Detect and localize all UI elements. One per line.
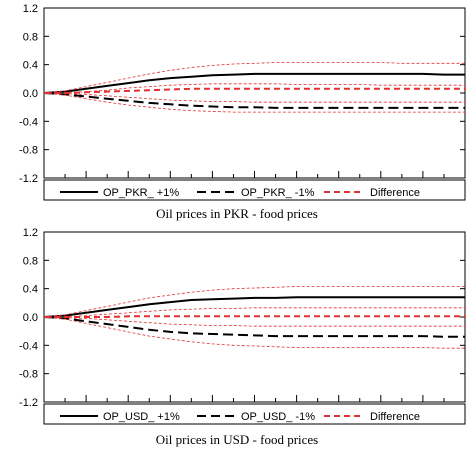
y-tick-label: 0.8	[23, 255, 38, 267]
y-tick-label: 0.8	[23, 31, 38, 43]
series-line	[43, 92, 465, 109]
y-tick-label: 1.2	[23, 227, 38, 239]
series-line	[43, 296, 465, 318]
confidence-band-line	[43, 286, 465, 318]
legend-label-3: Difference	[370, 411, 420, 423]
legend-label-3: Difference	[370, 187, 420, 199]
legend: OP_PKR_ +1% OP_PKR_ -1% Difference	[43, 179, 466, 201]
y-tick-label: -1.2	[19, 173, 38, 185]
y-tick-label: 0.4	[23, 60, 38, 72]
legend-label-2: OP_USD_ -1%	[241, 411, 315, 423]
confidence-band-line	[44, 307, 465, 318]
y-tick-label: -1.2	[19, 397, 38, 409]
y-tick-label: -0.4	[19, 116, 38, 128]
confidence-band-line	[43, 92, 465, 113]
y-tick-label: 0.0	[23, 312, 38, 324]
series-group	[43, 62, 465, 113]
confidence-band-line	[43, 62, 465, 94]
series-line	[43, 316, 465, 338]
legend: OP_USD_ +1% OP_USD_ -1% Difference	[43, 403, 466, 425]
confidence-band-line	[43, 92, 465, 103]
chart-caption: Oil prices in USD - food prices	[156, 432, 318, 447]
confidence-band-line	[44, 83, 465, 94]
series-group	[43, 286, 465, 349]
series-line	[44, 87, 465, 94]
y-axis: 1.2 0.8 0.4 0.0 -0.4 -0.8 -1.2	[19, 227, 465, 409]
series-line	[44, 315, 465, 318]
legend-label-1: OP_USD_ +1%	[103, 411, 180, 423]
legend-frame	[43, 403, 466, 425]
chart-caption: Oil prices in PKR - food prices	[156, 206, 318, 221]
y-tick-label: -0.4	[19, 340, 38, 352]
y-tick-label: 0.4	[23, 284, 38, 296]
plot-area-frame	[43, 7, 466, 179]
chart-panel-pkr: 1.2 0.8 0.4 0.0 -0.4 -0.8 -1.2 OP_PKR_ +1% OP_…	[19, 3, 466, 221]
chart-panel-usd: 1.2 0.8 0.4 0.0 -0.4 -0.8 -1.2 OP_USD_ +1% OP_…	[19, 227, 466, 447]
x-axis	[43, 395, 466, 402]
legend-label-1: OP_PKR_ +1%	[103, 187, 179, 199]
confidence-band-line	[43, 316, 465, 349]
legend-label-2: OP_PKR_ -1%	[241, 187, 315, 199]
confidence-band-line	[43, 316, 465, 327]
legend-frame	[43, 179, 466, 201]
y-tick-label: -0.8	[19, 369, 38, 381]
y-tick-label: -0.8	[19, 145, 38, 157]
y-tick-label: 1.2	[23, 3, 38, 15]
y-axis: 1.2 0.8 0.4 0.0 -0.4 -0.8 -1.2	[19, 3, 465, 185]
y-tick-label: 0.0	[23, 88, 38, 100]
x-axis	[43, 171, 466, 178]
series-line	[43, 72, 465, 94]
